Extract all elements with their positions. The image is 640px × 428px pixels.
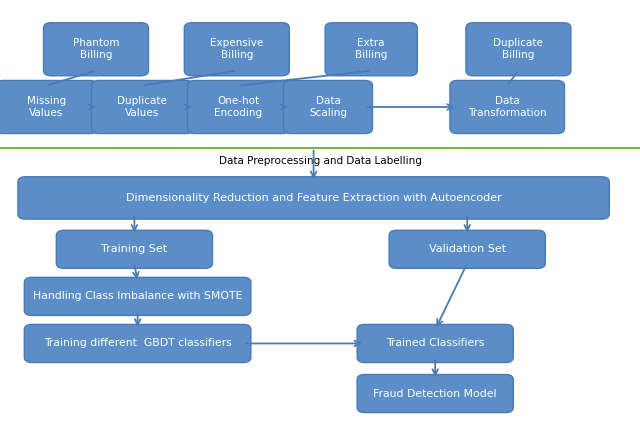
FancyBboxPatch shape (18, 177, 609, 219)
FancyBboxPatch shape (450, 80, 564, 134)
Text: Duplicate
Values: Duplicate Values (118, 96, 167, 118)
FancyBboxPatch shape (188, 80, 289, 134)
FancyBboxPatch shape (0, 80, 97, 134)
Text: One-hot
Encoding: One-hot Encoding (214, 96, 262, 118)
Text: Missing
Values: Missing Values (27, 96, 66, 118)
FancyBboxPatch shape (56, 230, 212, 268)
Text: Expensive
Billing: Expensive Billing (210, 39, 264, 60)
Text: Handling Class Imbalance with SMOTE: Handling Class Imbalance with SMOTE (33, 291, 243, 301)
Text: Validation Set: Validation Set (429, 244, 506, 254)
FancyBboxPatch shape (24, 324, 251, 363)
FancyBboxPatch shape (44, 23, 148, 76)
Text: Dimensionality Reduction and Feature Extraction with Autoencoder: Dimensionality Reduction and Feature Ext… (125, 193, 502, 203)
Text: Phantom
Billing: Phantom Billing (73, 39, 119, 60)
FancyBboxPatch shape (466, 23, 571, 76)
Text: Extra
Billing: Extra Billing (355, 39, 387, 60)
FancyBboxPatch shape (284, 80, 372, 134)
Text: Trained Classifiers: Trained Classifiers (386, 339, 484, 348)
FancyBboxPatch shape (357, 374, 513, 413)
Text: Data
Transformation: Data Transformation (468, 96, 547, 118)
Text: Fraud Detection Model: Fraud Detection Model (374, 389, 497, 398)
Text: Data Preprocessing and Data Labelling: Data Preprocessing and Data Labelling (219, 156, 421, 166)
FancyBboxPatch shape (389, 230, 545, 268)
Text: Training Set: Training Set (101, 244, 168, 254)
FancyBboxPatch shape (24, 277, 251, 315)
Text: Data
Scaling: Data Scaling (309, 96, 347, 118)
Text: Training different  GBDT classifiers: Training different GBDT classifiers (44, 339, 232, 348)
Text: Duplicate
Billing: Duplicate Billing (493, 39, 543, 60)
FancyBboxPatch shape (357, 324, 513, 363)
FancyBboxPatch shape (325, 23, 417, 76)
FancyBboxPatch shape (184, 23, 289, 76)
FancyBboxPatch shape (92, 80, 193, 134)
